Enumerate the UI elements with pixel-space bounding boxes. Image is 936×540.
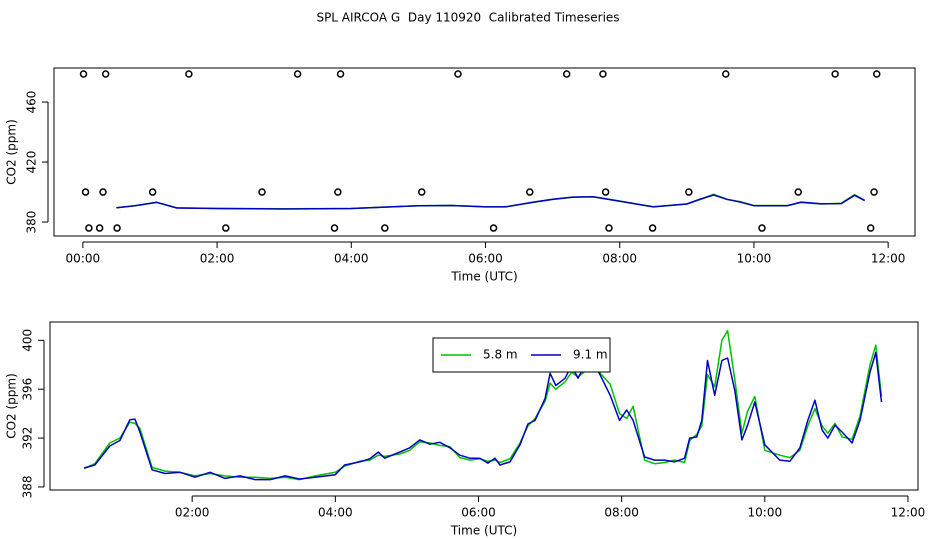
flag-point [722,70,730,78]
x-tick-label: 02:00 [200,252,235,266]
x-tick-label: 10:00 [737,252,772,266]
flag-point [685,188,693,196]
y-tick-label: 400 [21,329,35,352]
x-tick-label: 04:00 [334,252,369,266]
flag-point [605,224,613,232]
y-tick-label: 392 [21,427,35,450]
x-tick-label: 08:00 [602,252,637,266]
legend-label: 9.1 m [573,348,608,362]
flag-point [489,224,498,232]
flag-point [831,70,839,78]
flag-point [870,188,878,196]
series-line [116,194,866,210]
flag-point [872,70,881,78]
flag-point [113,224,121,232]
flag-point [95,224,104,232]
y-tick-label: 420 [25,151,39,174]
series-line [83,329,883,481]
flag-point [381,224,389,232]
flag-point [336,70,345,78]
flag-point [258,188,266,196]
flag-point [794,188,802,196]
x-axis-label: Time (UTC) [450,270,517,284]
flag-point [185,70,193,78]
x-tick-label: 12:00 [891,506,926,520]
flag-point [81,188,90,196]
flag-point [101,70,110,78]
plot-frame [53,67,916,237]
x-tick-label: 12:00 [871,252,906,266]
flag-point [334,188,342,196]
legend-label: 5.8 m [483,348,518,362]
x-axis-label: Time (UTC) [450,524,517,538]
x-tick-label: 02:00 [175,506,210,520]
chart-title: SPL AIRCOA G Day 110920 Calibrated Times… [316,11,619,25]
flag-point [526,188,534,196]
y-axis-label: CO2 (ppm) [5,119,19,185]
flag-point [148,188,157,196]
x-tick-label: 08:00 [604,506,639,520]
y-tick-label: 380 [25,211,39,234]
y-axis-label: CO2 (ppm) [5,373,19,439]
flag-point [222,224,230,232]
x-tick-label: 00:00 [66,252,101,266]
flag-point [599,70,607,78]
y-tick-label: 388 [21,475,35,498]
flag-point [866,224,875,232]
series-line [83,351,883,481]
flag-point [454,70,462,78]
y-tick-label: 396 [21,378,35,401]
flag-point [758,224,766,232]
x-tick-label: 04:00 [318,506,353,520]
flag-point [601,188,610,196]
y-tick-label: 460 [25,91,39,114]
flag-point [418,188,426,196]
flag-point [330,224,339,232]
flag-point [648,224,657,232]
flag-point [99,188,107,196]
flag-point [293,70,302,78]
flag-point [562,70,571,78]
x-tick-label: 06:00 [461,506,496,520]
flag-point [85,224,93,232]
x-tick-label: 06:00 [468,252,503,266]
plot-frame [49,321,919,491]
flag-point [79,70,88,78]
x-tick-label: 10:00 [748,506,783,520]
